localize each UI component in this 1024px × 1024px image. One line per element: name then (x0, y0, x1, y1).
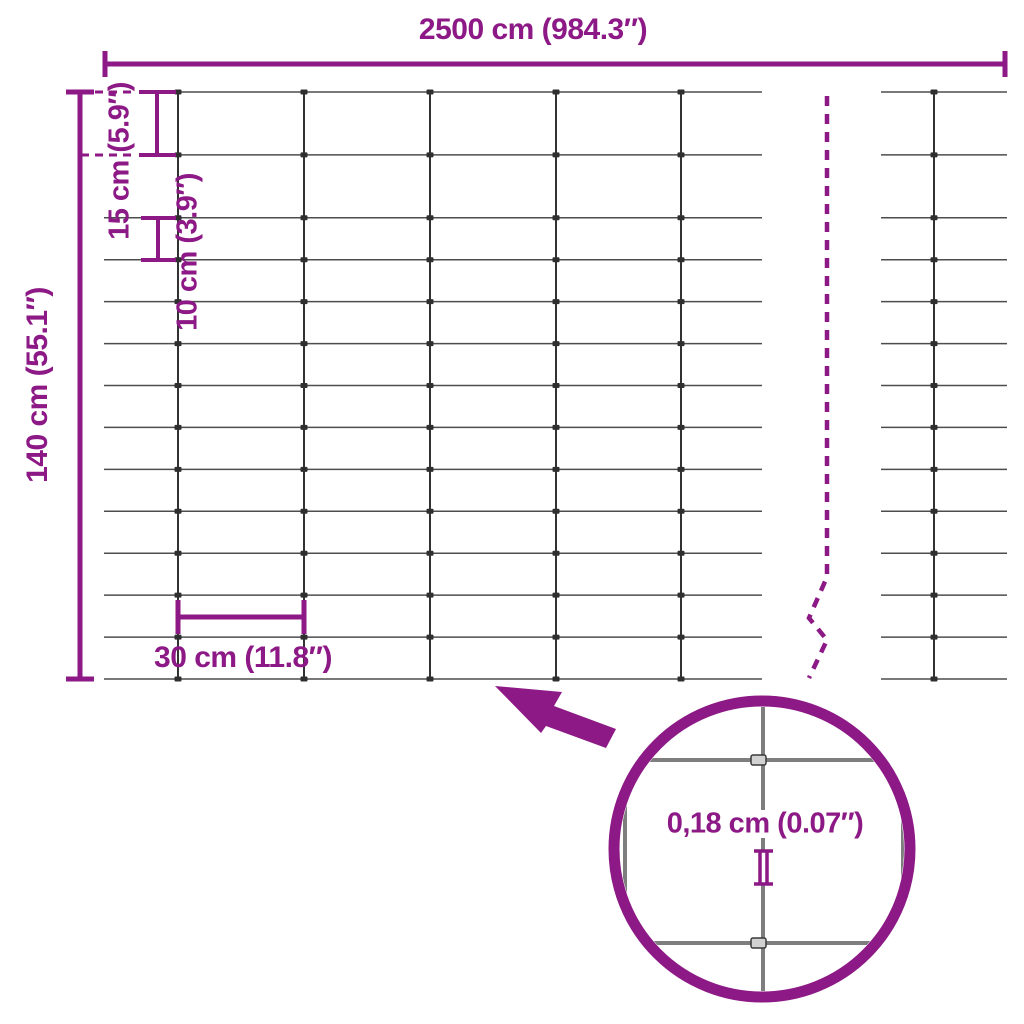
total-height-label: 140 cm (55.1″) (21, 287, 54, 483)
thickness-marker (754, 849, 773, 886)
row-spacing-10-label: 10 cm (3.9″) (171, 173, 204, 331)
height-dimension-line (66, 89, 94, 682)
width-dimension-line (102, 51, 1008, 77)
magnifier-circle (608, 695, 916, 1003)
break-line (806, 96, 830, 679)
wire-thickness-label: 0,18 cm (0.07″) (666, 807, 864, 840)
column-spacing-30-marker (175, 600, 307, 634)
row-spacing-10-marker (141, 216, 176, 262)
mesh-grid (104, 89, 1007, 682)
callout-arrow (495, 686, 616, 748)
total-width-label: 2500 cm (984.3″) (418, 13, 648, 46)
row-spacing-15-label: 15 cm (5.9″) (103, 82, 136, 240)
row-spacing-15-marker (81, 90, 176, 157)
column-spacing-label: 30 cm (11.8″) (154, 641, 332, 674)
